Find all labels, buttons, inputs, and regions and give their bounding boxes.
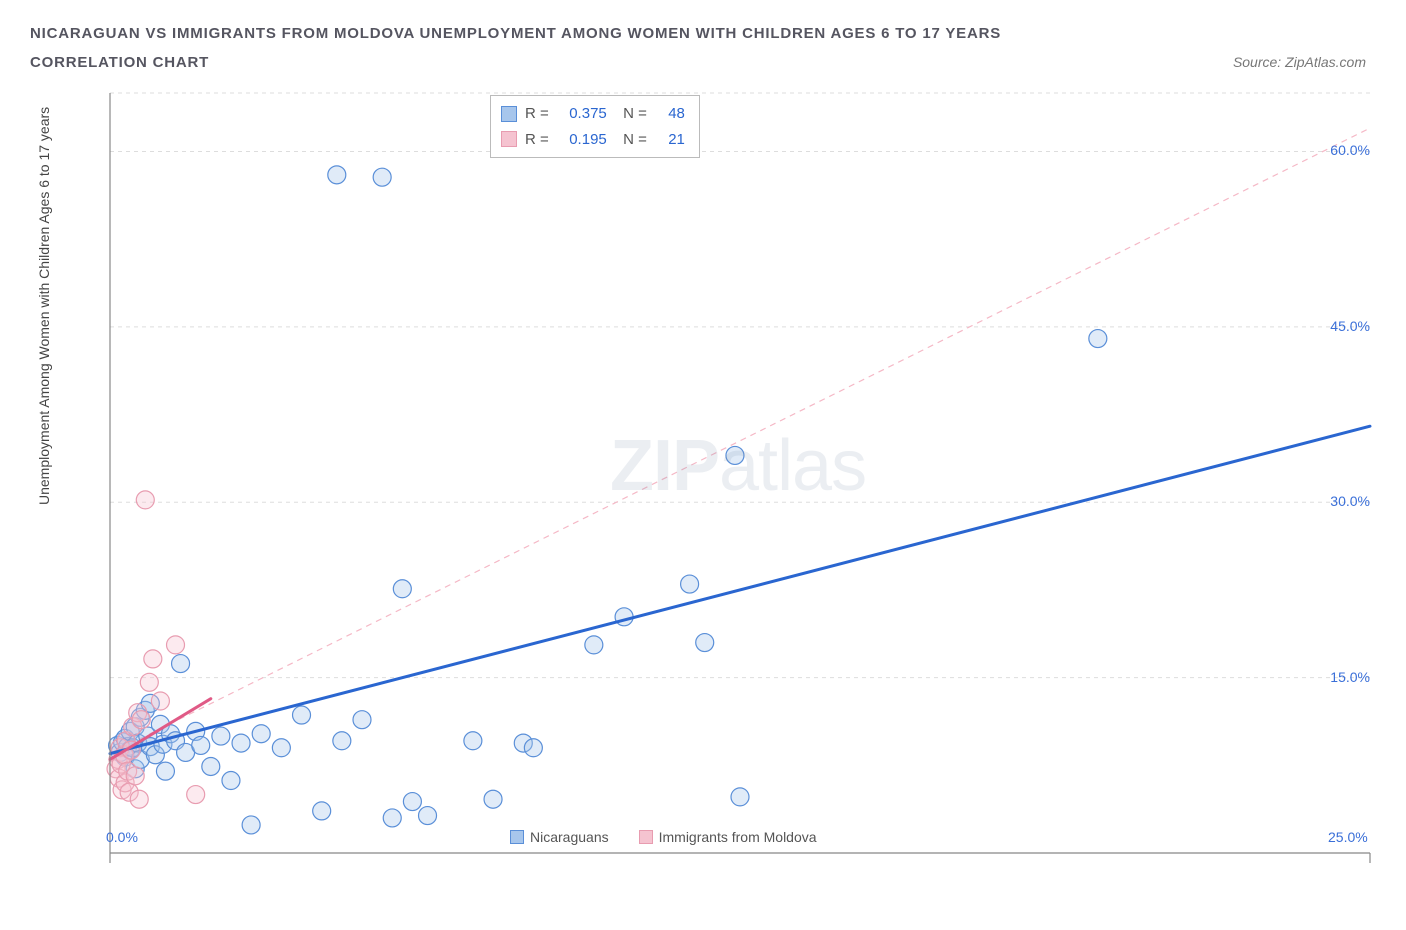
r-label: R = — [525, 127, 549, 153]
x-axis-min-label: 0.0% — [106, 829, 138, 845]
title-line-2: CORRELATION CHART — [30, 49, 1376, 78]
r-value: 0.375 — [557, 101, 607, 127]
n-label: N = — [615, 101, 647, 127]
n-value: 21 — [655, 127, 685, 153]
y-tick-label: 30.0% — [1330, 493, 1370, 509]
n-value: 48 — [655, 101, 685, 127]
stat-row: R = 0.195 N = 21 — [501, 127, 685, 153]
n-label: N = — [615, 127, 647, 153]
title-line-1: NICARAGUAN VS IMMIGRANTS FROM MOLDOVA UN… — [30, 20, 1376, 49]
r-value: 0.195 — [557, 127, 607, 153]
legend-item: Immigrants from Moldova — [639, 829, 817, 845]
y-tick-label: 45.0% — [1330, 318, 1370, 334]
stat-swatch — [501, 131, 517, 147]
scatter-plot-svg — [30, 85, 1380, 863]
y-tick-label: 15.0% — [1330, 669, 1370, 685]
source-attribution: Source: ZipAtlas.com — [1233, 54, 1366, 70]
r-label: R = — [525, 101, 549, 127]
legend-label: Immigrants from Moldova — [659, 829, 817, 845]
legend-item: Nicaraguans — [510, 829, 609, 845]
legend-swatch — [639, 830, 653, 844]
stat-swatch — [501, 106, 517, 122]
correlation-stats-box: R = 0.375 N = 48 R = 0.195 N = 21 — [490, 95, 700, 158]
legend-swatch — [510, 830, 524, 844]
y-axis-label: Unemployment Among Women with Children A… — [36, 107, 52, 505]
y-tick-label: 60.0% — [1330, 142, 1370, 158]
stat-row: R = 0.375 N = 48 — [501, 101, 685, 127]
chart-title: NICARAGUAN VS IMMIGRANTS FROM MOLDOVA UN… — [30, 20, 1376, 77]
correlation-chart: Unemployment Among Women with Children A… — [30, 85, 1376, 863]
x-axis-max-label: 25.0% — [1328, 829, 1368, 845]
series-legend: Nicaraguans Immigrants from Moldova — [510, 829, 817, 845]
legend-label: Nicaraguans — [530, 829, 609, 845]
